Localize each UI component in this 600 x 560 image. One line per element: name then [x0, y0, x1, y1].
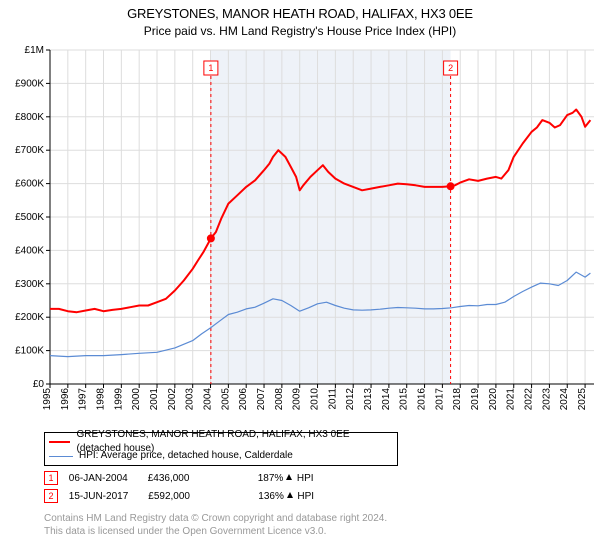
svg-text:2004: 2004: [203, 388, 214, 411]
arrow-up-icon: [287, 492, 293, 498]
chart-title-line2: Price paid vs. HM Land Registry's House …: [0, 24, 600, 38]
legend-row: GREYSTONES, MANOR HEATH ROAD, HALIFAX, H…: [49, 435, 393, 449]
event-pct: 187% HPI: [258, 470, 368, 488]
event-row: 1 06-JAN-2004 £436,000 187% HPI: [44, 470, 368, 488]
svg-text:2024: 2024: [559, 388, 570, 411]
event-pct-value: 187%: [258, 473, 284, 484]
svg-text:1997: 1997: [78, 388, 89, 411]
svg-text:£300K: £300K: [15, 279, 44, 290]
svg-text:2022: 2022: [524, 388, 535, 411]
svg-text:1: 1: [208, 63, 213, 73]
event-cell: 1 06-JAN-2004: [44, 470, 128, 488]
svg-text:2012: 2012: [345, 388, 356, 411]
event-pct: 136% HPI: [258, 488, 368, 506]
svg-text:£400K: £400K: [15, 245, 44, 256]
svg-text:2006: 2006: [238, 388, 249, 411]
svg-text:2001: 2001: [149, 388, 160, 411]
event-row: 2 15-JUN-2017 £592,000 136% HPI: [44, 488, 368, 506]
svg-text:2011: 2011: [327, 388, 338, 410]
event-cell: 2 15-JUN-2017: [44, 488, 128, 506]
svg-text:2016: 2016: [417, 388, 428, 411]
arrow-up-icon: [286, 474, 292, 480]
svg-text:2003: 2003: [185, 388, 196, 411]
legend-label: HPI: Average price, detached house, Cald…: [79, 449, 293, 463]
event-price: £592,000: [148, 488, 238, 506]
svg-text:2002: 2002: [167, 388, 178, 411]
svg-text:1998: 1998: [96, 388, 107, 411]
event-price: £436,000: [148, 470, 238, 488]
svg-text:2: 2: [448, 63, 453, 73]
event-date: 06-JAN-2004: [69, 473, 128, 484]
svg-text:£600K: £600K: [15, 179, 44, 190]
svg-text:2014: 2014: [381, 388, 392, 411]
svg-text:2015: 2015: [399, 388, 410, 411]
svg-text:2017: 2017: [434, 388, 445, 411]
svg-text:2000: 2000: [131, 388, 142, 411]
svg-text:2007: 2007: [256, 388, 267, 411]
events-table: 1 06-JAN-2004 £436,000 187% HPI 2 15-JUN…: [44, 470, 368, 506]
event-pct-value: 136%: [258, 491, 284, 502]
svg-text:2018: 2018: [452, 388, 463, 411]
svg-text:2008: 2008: [274, 388, 285, 411]
legend-swatch-hpi: [49, 456, 73, 457]
event-date: 15-JUN-2017: [69, 491, 128, 502]
copyright-line: This data is licensed under the Open Gov…: [44, 525, 387, 538]
svg-text:£900K: £900K: [15, 78, 44, 89]
svg-text:2019: 2019: [470, 388, 481, 411]
svg-text:1999: 1999: [113, 388, 124, 411]
chart-plot-area: 12£0£100K£200K£300K£400K£500K£600K£700K£…: [0, 46, 600, 420]
event-badge-icon: 1: [44, 471, 58, 485]
event-badge-icon: 2: [44, 489, 58, 503]
event-pct-suffix: HPI: [297, 473, 314, 484]
svg-text:£100K: £100K: [15, 346, 44, 357]
svg-text:2025: 2025: [577, 388, 588, 411]
copyright-notice: Contains HM Land Registry data © Crown c…: [44, 512, 387, 538]
legend-box: GREYSTONES, MANOR HEATH ROAD, HALIFAX, H…: [44, 432, 398, 466]
svg-text:2021: 2021: [506, 388, 517, 411]
svg-text:2009: 2009: [292, 388, 303, 411]
legend-swatch-property: [49, 441, 70, 443]
svg-text:2013: 2013: [363, 388, 374, 411]
svg-text:£200K: £200K: [15, 312, 44, 323]
svg-text:£1M: £1M: [25, 46, 44, 56]
svg-text:2010: 2010: [310, 388, 321, 411]
chart-title-line1: GREYSTONES, MANOR HEATH ROAD, HALIFAX, H…: [0, 6, 600, 21]
svg-text:£800K: £800K: [15, 112, 44, 123]
chart-container: { "title_line1": "GREYSTONES, MANOR HEAT…: [0, 0, 600, 560]
svg-text:£700K: £700K: [15, 145, 44, 156]
svg-text:1996: 1996: [60, 388, 71, 411]
svg-text:2005: 2005: [220, 388, 231, 411]
svg-text:£500K: £500K: [15, 212, 44, 223]
svg-text:2020: 2020: [488, 388, 499, 411]
chart-svg: 12£0£100K£200K£300K£400K£500K£600K£700K£…: [0, 46, 600, 420]
svg-text:2023: 2023: [541, 388, 552, 411]
event-pct-suffix: HPI: [297, 491, 314, 502]
svg-text:1995: 1995: [42, 388, 53, 411]
copyright-line: Contains HM Land Registry data © Crown c…: [44, 512, 387, 525]
